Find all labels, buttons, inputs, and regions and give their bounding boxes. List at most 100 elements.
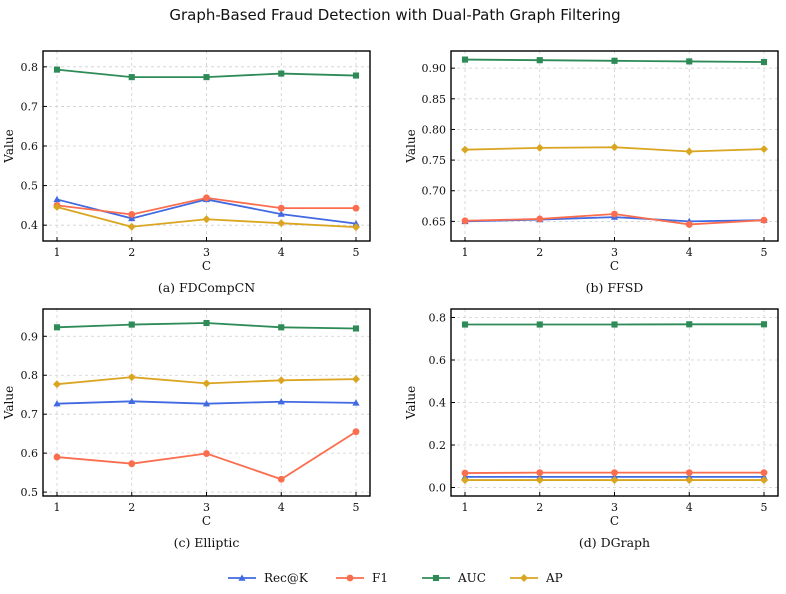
x-tick-label: 1 xyxy=(54,501,61,514)
data-point xyxy=(536,215,544,223)
x-tick-label: 2 xyxy=(536,246,543,259)
legend-label: AP xyxy=(545,571,563,585)
subplot-caption: (d) DGraph xyxy=(579,535,650,550)
y-tick-label: 0.0 xyxy=(429,482,447,495)
data-point xyxy=(610,476,619,485)
y-axis-label: Value xyxy=(2,386,16,420)
x-axis-label: C xyxy=(202,514,211,528)
data-point xyxy=(352,428,360,436)
data-point xyxy=(611,321,618,328)
data-point xyxy=(535,143,544,152)
data-point xyxy=(128,74,135,81)
data-point xyxy=(760,145,768,154)
data-point xyxy=(128,214,136,222)
y-tick-label: 0.80 xyxy=(422,123,447,136)
data-point xyxy=(53,324,61,331)
subplot-caption: (b) FFSD xyxy=(586,280,644,295)
x-tick-label: 2 xyxy=(128,246,135,259)
data-point xyxy=(461,476,469,485)
subplot-3: 1 2 3 4 5 0.5 0.6 0.7 0.8 0.9 C Value (c) Elliptic xyxy=(2,308,371,550)
y-tick-label: 0.9 xyxy=(21,330,39,343)
y-tick-label: 0.75 xyxy=(422,154,447,167)
data-point xyxy=(352,219,360,227)
data-point xyxy=(461,321,469,328)
data-point xyxy=(277,398,285,405)
x-tick-label: 3 xyxy=(203,501,210,514)
y-axis-label: Value xyxy=(404,386,418,420)
legend-marker xyxy=(346,574,354,582)
data-point xyxy=(203,450,210,457)
y-tick-label: 0.5 xyxy=(21,180,39,193)
legend-item: AUC xyxy=(422,571,486,585)
data-point xyxy=(127,222,136,231)
data-point xyxy=(352,399,360,406)
legend-label: F1 xyxy=(372,571,388,585)
x-axis-label: C xyxy=(610,514,619,528)
data-point xyxy=(128,397,136,405)
y-tick-label: 0.6 xyxy=(21,447,39,460)
y-tick-label: 0.6 xyxy=(429,354,447,367)
data-point xyxy=(760,321,768,328)
data-point xyxy=(536,57,543,64)
subplot-caption: (a) FDCompCN xyxy=(158,280,255,295)
y-tick-label: 0.4 xyxy=(21,219,39,232)
data-point xyxy=(277,204,285,212)
data-point xyxy=(536,321,543,328)
data-point xyxy=(53,453,61,461)
x-tick-label: 2 xyxy=(128,501,135,514)
data-point xyxy=(202,379,211,388)
data-point xyxy=(685,147,694,156)
figure-title: Graph-Based Fraud Detection with Dual-Pa… xyxy=(169,6,620,24)
data-point xyxy=(611,210,618,218)
x-tick-label: 3 xyxy=(611,501,618,514)
data-point xyxy=(53,400,61,407)
data-point xyxy=(352,375,360,384)
data-point xyxy=(202,400,211,407)
data-point xyxy=(536,469,544,477)
data-point xyxy=(128,321,135,328)
data-point xyxy=(611,469,618,477)
data-point xyxy=(760,469,768,477)
y-tick-label: 0.4 xyxy=(429,397,447,410)
data-point xyxy=(127,373,136,382)
data-point xyxy=(277,219,286,228)
x-axis-label: C xyxy=(202,259,211,273)
data-point xyxy=(278,324,285,331)
data-point xyxy=(128,460,136,468)
y-tick-label: 0.8 xyxy=(21,61,39,74)
legend: Rec@K F1 AUC AP xyxy=(228,571,563,585)
subplot-grid: 1 2 3 4 5 0.4 0.5 0.6 0.7 0.8 C Value (a) FDCompCN 1 2… xyxy=(2,50,779,550)
data-point xyxy=(202,215,211,224)
data-point xyxy=(760,216,768,224)
data-point xyxy=(278,70,285,77)
y-axis-label: Value xyxy=(2,129,16,163)
y-tick-label: 0.7 xyxy=(21,408,39,421)
data-point xyxy=(352,223,360,232)
data-point xyxy=(352,204,360,212)
data-point xyxy=(277,376,286,385)
x-tick-label: 1 xyxy=(462,246,469,259)
legend-item: F1 xyxy=(336,571,388,585)
subplot-caption: (c) Elliptic xyxy=(174,535,240,550)
data-point xyxy=(128,211,136,218)
data-point xyxy=(610,143,619,152)
y-tick-label: 0.6 xyxy=(21,140,39,153)
data-point xyxy=(686,58,693,65)
x-tick-label: 3 xyxy=(203,246,210,259)
subplot-2: 1 2 3 4 5 0.65 0.70 0.75 0.80 0.85 0.90 C Value (b) F… xyxy=(404,50,779,295)
y-tick-label: 0.8 xyxy=(21,369,39,382)
data-point xyxy=(611,57,618,64)
x-tick-label: 5 xyxy=(761,501,768,514)
data-point xyxy=(352,72,360,79)
x-tick-label: 4 xyxy=(278,246,285,259)
x-tick-label: 3 xyxy=(611,246,618,259)
legend-label: AUC xyxy=(457,571,486,585)
y-tick-label: 0.65 xyxy=(422,215,447,228)
data-point xyxy=(461,56,469,63)
legend-label: Rec@K xyxy=(264,571,309,585)
data-point xyxy=(277,475,285,483)
data-point xyxy=(203,194,210,202)
x-tick-label: 4 xyxy=(686,501,693,514)
data-point xyxy=(686,321,693,328)
